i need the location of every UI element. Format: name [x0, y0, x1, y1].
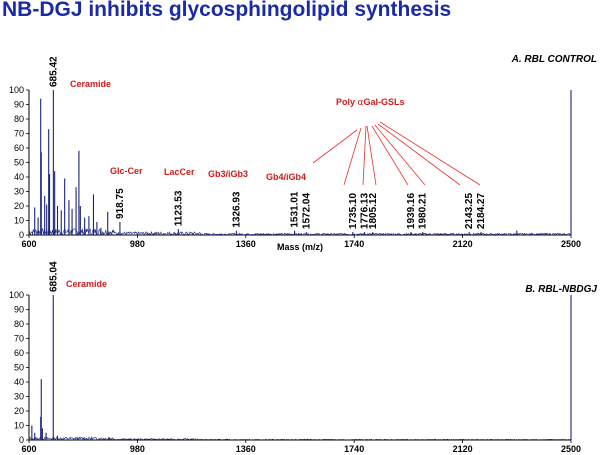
y-tick-label: 50 — [14, 363, 24, 373]
connector-line — [374, 124, 426, 186]
y-tick-label: 80 — [14, 319, 24, 329]
peak-label: 2184.27 — [476, 193, 487, 230]
baseline-trace — [28, 436, 572, 441]
y-tick-label: 60 — [14, 143, 24, 153]
peak-label: 2143.25 — [464, 193, 475, 230]
y-tick-label: 60 — [14, 348, 24, 358]
peak-label: 1805.12 — [368, 193, 379, 230]
y-tick-label: 70 — [14, 334, 24, 344]
panel-a-title: A. RBL CONTROL — [511, 54, 597, 65]
peak-label: 685.42 — [48, 56, 59, 87]
x-tick-label: 1740 — [344, 239, 364, 249]
ceramide-annotation: Ceramide — [70, 79, 111, 89]
y-tick-label: 80 — [14, 114, 24, 124]
x-tick-label: 1360 — [236, 239, 256, 249]
ceramide-annotation-b: Ceramide — [66, 279, 107, 289]
peak-label: 1572.04 — [301, 193, 312, 230]
y-tick-label: 20 — [14, 201, 24, 211]
peak-label: 1326.93 — [231, 191, 242, 228]
panel-a-chart: 0 10 20 30 40 50 60 70 80 90 100 600 980 1360 1740 212… — [9, 54, 597, 252]
gb4-annotation: Gb4/iGb4 — [266, 172, 306, 182]
connector-line — [371, 125, 409, 186]
y-tick-label: 100 — [9, 85, 24, 95]
y-tick-label: 90 — [14, 305, 24, 315]
y-tick-label: 20 — [14, 406, 24, 416]
x-tick-label: 2500 — [561, 444, 581, 454]
glc-cer-annotation: Glc-Cer — [110, 166, 143, 176]
x-tick-label: 1360 — [236, 444, 256, 454]
panel-a-x-axis-label: Mass (m/z) — [277, 242, 323, 252]
peak-label: 1123.53 — [173, 190, 184, 226]
y-tick-label: 30 — [14, 392, 24, 402]
lac-cer-annotation: LacCer — [164, 167, 195, 177]
peak-label: 1531.01 — [290, 191, 301, 228]
peak-label: 1980.21 — [418, 193, 429, 230]
panel-b-chart: 0 10 20 30 40 50 60 70 80 90 100 600 980 1360 1740 212… — [9, 261, 597, 454]
x-tick-label: 600 — [21, 444, 36, 454]
peak-label: 685.04 — [48, 261, 59, 292]
panel-b-title: B. RBL-NBDGJ — [525, 284, 597, 295]
x-tick-label: 1740 — [344, 444, 364, 454]
connector-line — [343, 127, 362, 186]
poly-gal-gsls-annotation: Poly αGal-GSLs — [336, 97, 404, 108]
connector-line — [362, 125, 367, 186]
page-title: NB-DGJ inhibits glycosphingolipid synthe… — [2, 0, 452, 21]
y-tick-label: 90 — [14, 100, 24, 110]
panel-a-annotation-lines — [312, 121, 481, 186]
y-tick-label: 100 — [9, 290, 24, 300]
y-tick-label: 0 — [19, 230, 24, 240]
y-tick-label: 10 — [14, 216, 24, 226]
peak-label: 1939.16 — [406, 193, 417, 230]
y-tick-label: 30 — [14, 187, 24, 197]
connector-line — [379, 121, 481, 186]
connector-line — [366, 125, 377, 186]
gb3-annotation: Gb3/iGb3 — [208, 169, 248, 179]
connector-line — [312, 129, 358, 164]
y-tick-label: 70 — [14, 129, 24, 139]
x-tick-label: 2120 — [453, 444, 473, 454]
y-tick-label: 50 — [14, 158, 24, 168]
connector-line — [377, 123, 461, 186]
peak-label: 918.75 — [115, 188, 126, 219]
x-tick-label: 980 — [130, 444, 145, 454]
x-tick-label: 980 — [130, 239, 145, 249]
x-tick-label: 600 — [21, 239, 36, 249]
y-tick-label: 10 — [14, 421, 24, 431]
y-tick-label: 40 — [14, 172, 24, 182]
y-tick-label: 0 — [19, 435, 24, 445]
baseline-trace — [28, 228, 572, 236]
x-tick-label: 2500 — [561, 239, 581, 249]
peak-label: 1776.13 — [360, 193, 371, 230]
peak-label: 1735.10 — [348, 193, 359, 230]
x-tick-label: 2120 — [453, 239, 473, 249]
y-tick-label: 40 — [14, 377, 24, 387]
